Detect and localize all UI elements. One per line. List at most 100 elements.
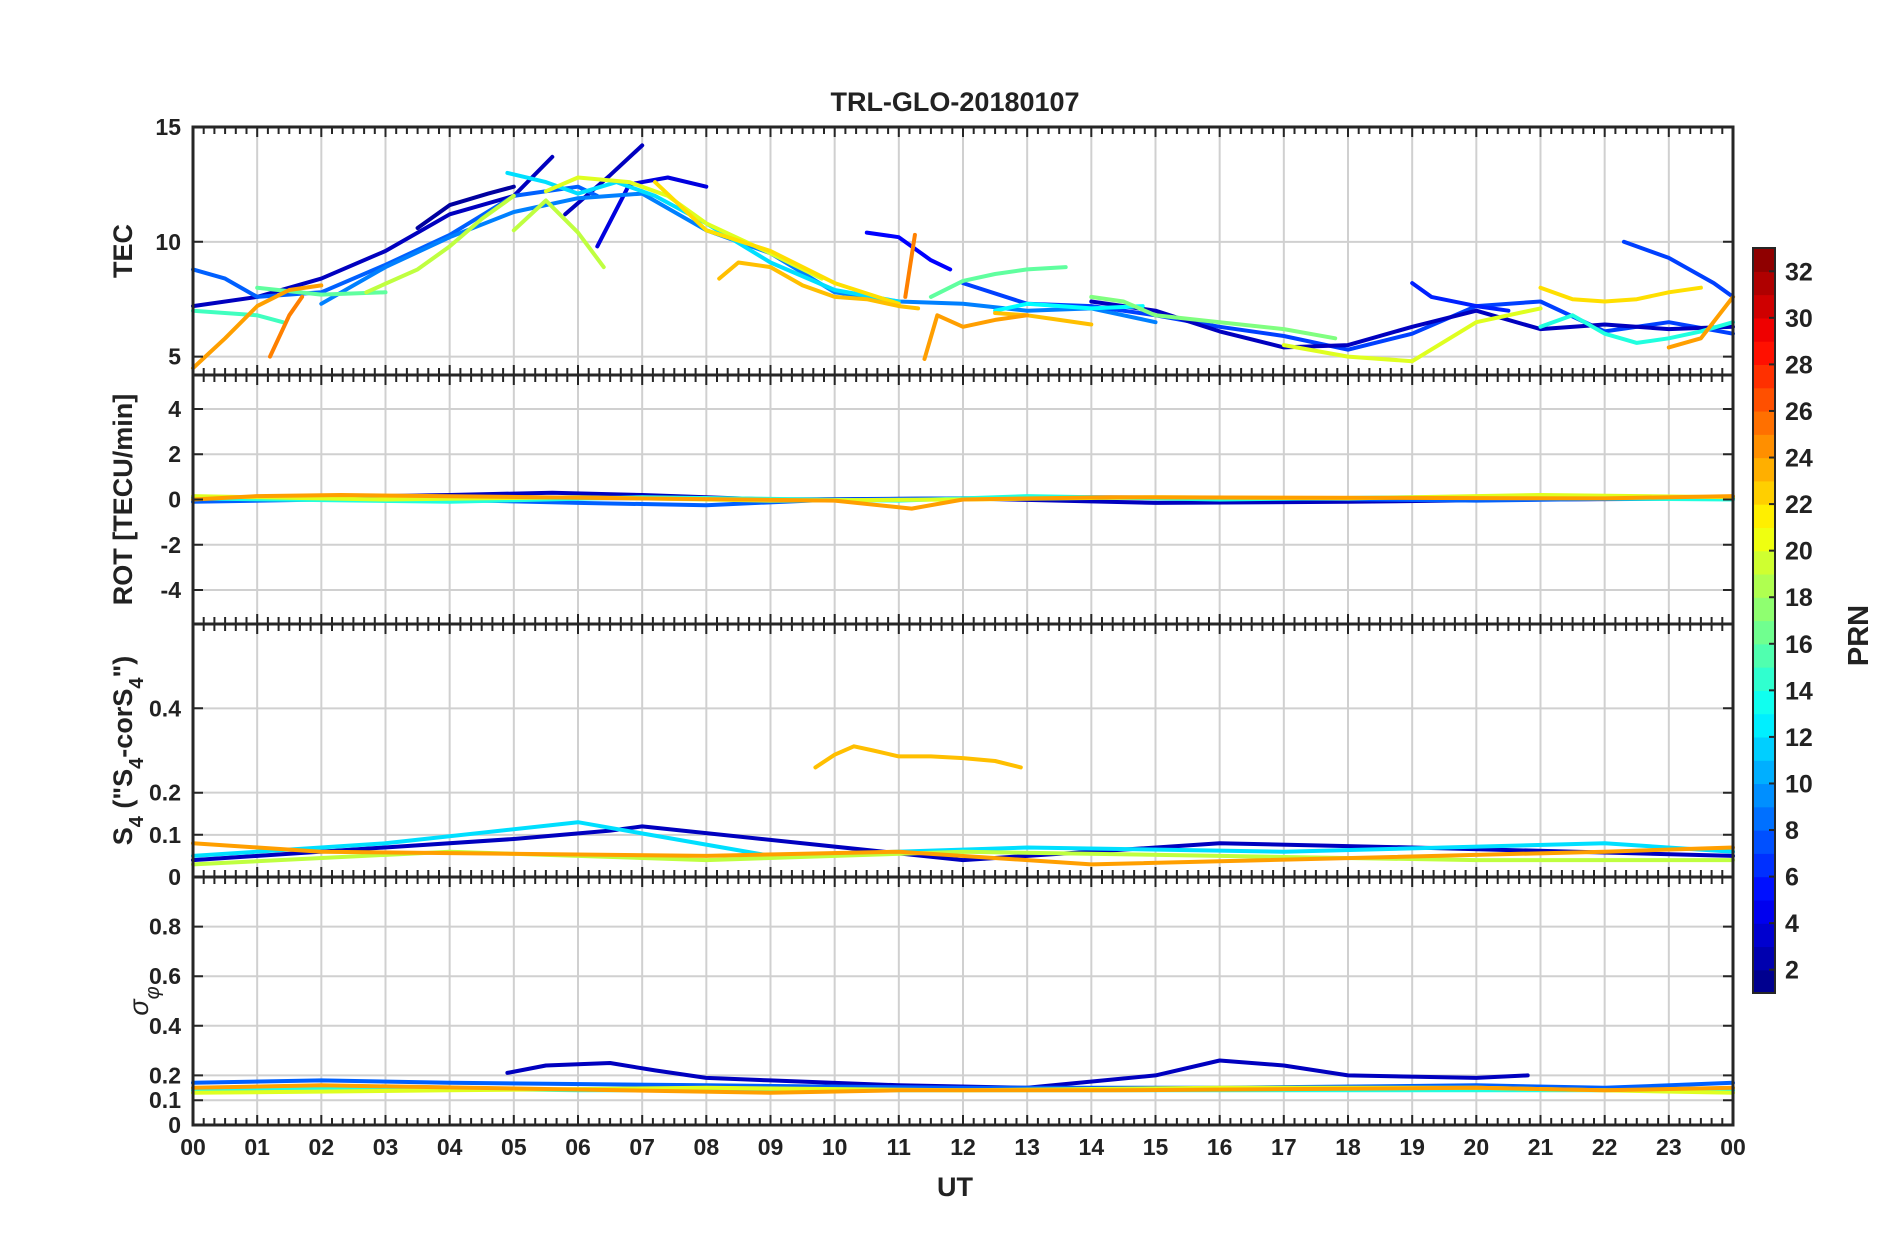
colorbar-swatch	[1753, 597, 1775, 622]
x-tick-label: 15	[1143, 1134, 1169, 1160]
tec-series-prn-13	[993, 301, 1145, 313]
s4-ytick-label: 0.2	[149, 780, 181, 806]
colorbar-swatch	[1753, 248, 1775, 272]
x-tick-label: 18	[1335, 1134, 1361, 1160]
colorbar-tick-label: 4	[1785, 910, 1799, 938]
colorbar-swatch	[1753, 713, 1775, 738]
panel-sigma: 00.10.2 0.4 0.6 0.8 σφ	[124, 875, 1735, 1138]
panel-tec: 5 10 15 TEC	[108, 114, 1735, 377]
sigma-x-ticks	[192, 877, 1734, 1125]
colorbar-swatch	[1753, 364, 1775, 389]
tec-series-prn-23	[717, 260, 921, 311]
colorbar-tick-label: 28	[1785, 351, 1813, 379]
colorbar-swatch	[1753, 876, 1775, 901]
tec-ytick-label: 10	[155, 229, 181, 255]
colorbar-swatch	[1753, 923, 1775, 948]
tec-series-prn-7	[1621, 239, 1735, 299]
x-tick-label: 07	[629, 1134, 655, 1160]
colorbar-swatch	[1753, 387, 1775, 412]
x-tick-label: 11	[887, 1134, 912, 1160]
sigma-ylabel: σφ	[124, 986, 164, 1015]
tec-series-prn-24	[922, 313, 1030, 361]
tec-series-prn-23	[993, 311, 1094, 327]
colorbar-swatch	[1753, 643, 1775, 668]
x-tick-label: 01	[244, 1134, 270, 1160]
colorbar-swatch	[1753, 341, 1775, 366]
tec-series-prn-2	[415, 184, 516, 230]
sigma-ytick-label: 0.4	[149, 1013, 181, 1039]
rot-y-ticks	[193, 408, 1733, 591]
colorbar-tick-label: 6	[1785, 864, 1799, 892]
tec-series-prn-8	[191, 184, 600, 299]
tec-series-prn-24	[191, 283, 324, 371]
tec-series-prn-20	[1281, 306, 1543, 364]
rot-ytick-label: 2	[168, 441, 181, 467]
tec-ylabel: TEC	[108, 224, 138, 278]
colorbar-swatch	[1753, 480, 1775, 505]
sigma-ytick-label: 0.8	[149, 914, 181, 940]
colorbar-label: PRN	[1843, 605, 1875, 666]
s4-ytick-label: 0.1	[149, 822, 181, 848]
colorbar-tick-label: 30	[1785, 305, 1813, 333]
sigma-y-ticks	[193, 925, 1733, 1126]
x-tick-label: 08	[694, 1134, 720, 1160]
tec-y-ticks	[193, 126, 1733, 358]
colorbar-swatch	[1753, 434, 1775, 459]
rot-ytick-label: 4	[168, 396, 181, 422]
tec-series-prn-14	[1538, 313, 1735, 345]
x-tick-label: 23	[1656, 1134, 1682, 1160]
colorbar-tick-label: 24	[1785, 445, 1813, 473]
rot-series-prn-24	[191, 493, 1735, 511]
rot-ytick-label: 0	[168, 487, 181, 513]
colorbar-tick-label: 20	[1785, 538, 1813, 566]
tec-series-prn-16	[928, 265, 1068, 299]
colorbar-tick-label: 10	[1785, 770, 1813, 798]
sigma-ytick-label: 0	[168, 1112, 181, 1138]
panel-rot: -4 -2 0 2 4 ROT [TECU/min]	[108, 373, 1735, 626]
sigma-ytick-label: 0.2	[149, 1062, 181, 1088]
colorbar-swatch	[1753, 969, 1775, 994]
colorbar-swatch	[1753, 294, 1775, 319]
colorbar-swatch	[1753, 760, 1775, 785]
tec-ytick-label: 15	[155, 114, 181, 140]
colorbar-swatch	[1753, 736, 1775, 761]
colorbar-frame	[1752, 247, 1776, 994]
sigma-ytick-label: 0.6	[149, 963, 181, 989]
colorbar-tick-label: 32	[1785, 258, 1813, 286]
x-tick-label: 09	[758, 1134, 784, 1160]
x-tick-label: 10	[822, 1134, 848, 1160]
x-axis-label: UT	[937, 1172, 973, 1202]
x-tick-label: 22	[1592, 1134, 1618, 1160]
tec-series-prn-4	[595, 175, 709, 249]
colorbar-swatch	[1753, 946, 1775, 971]
colorbar-tick-label: 12	[1785, 724, 1813, 752]
colorbar-swatch	[1753, 690, 1775, 715]
tec-series-prn-15	[191, 308, 285, 325]
x-tick-label: 12	[950, 1134, 976, 1160]
colorbar-swatch	[1753, 527, 1775, 552]
colorbar-tick-label: 22	[1785, 491, 1813, 519]
tec-series-prn-3	[563, 143, 645, 217]
colorbar-swatch	[1753, 550, 1775, 575]
x-tick-label: 20	[1464, 1134, 1490, 1160]
x-tick-label: 14	[1079, 1134, 1105, 1160]
colorbar-tick-label: 18	[1785, 584, 1813, 612]
colorbar-tick-label: 16	[1785, 631, 1813, 659]
s4-ytick-label: 0.4	[149, 695, 181, 721]
tec-series-prn-16	[255, 285, 388, 297]
colorbar-swatch	[1753, 783, 1775, 808]
colorbar-swatch	[1753, 620, 1775, 645]
rot-ytick-label: -2	[161, 532, 181, 558]
rot-ylabel: ROT [TECU/min]	[108, 394, 138, 605]
tec-ytick-label: 5	[168, 344, 181, 370]
colorbar-tick-label: 26	[1785, 398, 1813, 426]
rot-ytick-label: -4	[161, 577, 182, 603]
colorbar-swatch	[1753, 317, 1775, 342]
x-tick-label: 13	[1014, 1134, 1040, 1160]
s4-x-ticks	[192, 624, 1734, 877]
x-tick-label: 17	[1271, 1134, 1297, 1160]
tec-series-prn-22	[653, 180, 901, 306]
tec-series-prn-25	[268, 294, 305, 359]
chart-title: TRL-GLO-20180107	[830, 87, 1079, 117]
